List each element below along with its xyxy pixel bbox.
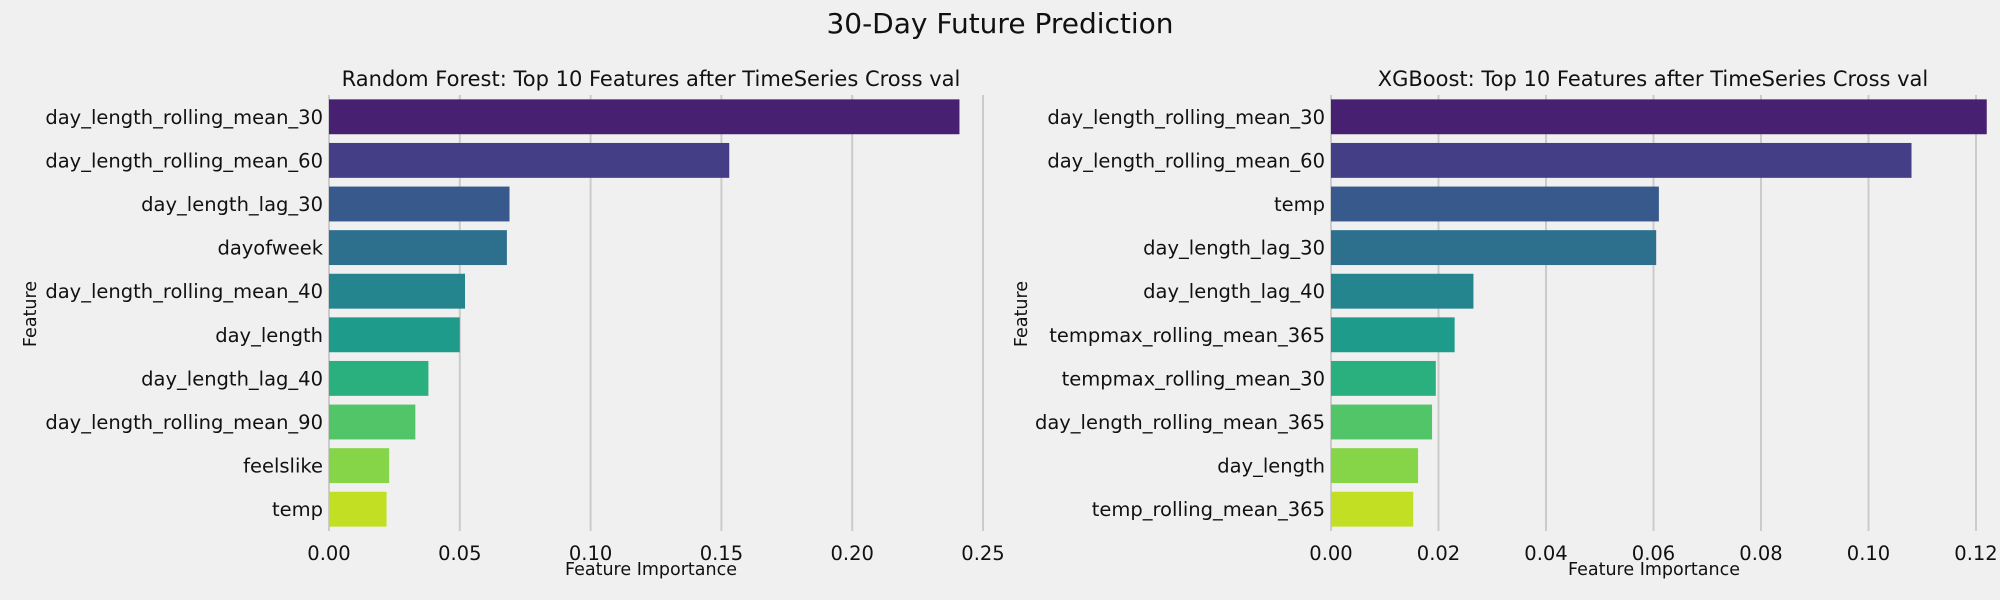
random-forest-bar [329,273,466,309]
random-forest-bar [329,317,460,353]
random-forest-feature-label: day_length_lag_30 [141,193,323,216]
random-forest-feature-labels: day_length_rolling_mean_30 day_length_rol… [45,106,323,521]
xgboost-bar [1331,186,1659,222]
xgboost-bar [1331,448,1419,484]
random-forest-bar [329,491,387,527]
xgboost-x-tick-label: 0.10 [1847,542,1890,565]
random-forest-bar [329,186,510,222]
random-forest-feature-label: temp [272,498,323,521]
xgboost-bar [1331,142,1912,178]
random-forest-bars [329,99,960,527]
xgboost-feature-label: tempmax_rolling_mean_365 [1049,324,1325,347]
xgboost-x-tick-label: 0.02 [1417,542,1460,565]
xgboost-feature-label: day_length_lag_40 [1143,280,1325,303]
xgboost-x-ticks: 0.00 0.02 0.04 0.06 0.08 0.10 0.12 [1309,542,1997,565]
random-forest-title: Random Forest: Top 10 Features after Tim… [342,67,961,91]
xgboost-bar [1331,404,1433,440]
xgboost-title: XGBoost: Top 10 Features after TimeSerie… [1378,67,1929,91]
random-forest-feature-label: feelslike [243,455,323,478]
random-forest-feature-label: day_length_rolling_mean_30 [45,106,323,129]
random-forest-feature-label: day_length_rolling_mean_40 [45,280,323,303]
random-forest-bar [329,230,507,266]
xgboost-y-axis-label: Feature [1012,281,1032,347]
xgboost-bar [1331,491,1414,527]
random-forest-x-tick-label: 0.10 [569,542,612,565]
random-forest-feature-label: day_length_rolling_mean_60 [45,149,323,172]
xgboost-feature-label: tempmax_rolling_mean_30 [1062,367,1325,390]
random-forest-feature-label: dayofweek [217,237,323,260]
xgboost-feature-label: day_length [1217,455,1325,478]
xgboost-bar [1331,230,1657,266]
xgboost-bar [1331,317,1455,353]
xgboost-feature-labels: day_length_rolling_mean_30 day_length_rol… [1035,106,1325,521]
xgboost-x-tick-label: 0.06 [1632,542,1675,565]
xgboost-feature-label: temp_rolling_mean_365 [1092,498,1325,521]
xgboost-panel: XGBoost: Top 10 Features after TimeSerie… [1012,67,1998,580]
random-forest-bar [329,360,429,396]
random-forest-x-tick-label: 0.20 [830,542,873,565]
xgboost-bars [1331,99,1987,527]
xgboost-bar [1331,273,1474,309]
xgboost-x-tick-label: 0.08 [1739,542,1782,565]
xgboost-bar [1331,360,1436,396]
random-forest-y-axis-label: Feature [21,281,41,347]
random-forest-feature-label: day_length_rolling_mean_90 [45,411,323,434]
random-forest-x-axis-label: Feature Importance [565,560,737,580]
random-forest-x-tick-label: 0.25 [961,542,1004,565]
random-forest-x-tick-label: 0.00 [307,542,350,565]
random-forest-feature-label: day_length_lag_40 [141,367,323,390]
random-forest-bar [329,99,960,135]
random-forest-x-tick-label: 0.05 [438,542,481,565]
random-forest-panel: Random Forest: Top 10 Features after Tim… [21,67,1005,580]
xgboost-feature-label: day_length_rolling_mean_365 [1035,411,1325,434]
xgboost-x-tick-label: 0.00 [1309,542,1352,565]
xgboost-feature-label: day_length_rolling_mean_30 [1047,106,1325,129]
xgboost-x-tick-label: 0.12 [1954,542,1997,565]
xgboost-x-tick-label: 0.04 [1524,542,1567,565]
random-forest-feature-label: day_length [215,324,323,347]
random-forest-x-ticks: 0.00 0.05 0.10 0.15 0.20 0.25 [307,542,1004,565]
figure-title: 30-Day Future Prediction [826,7,1173,40]
xgboost-x-axis-label: Feature Importance [1568,560,1740,580]
xgboost-bar [1331,99,1987,135]
random-forest-x-tick-label: 0.15 [700,542,743,565]
random-forest-bar [329,448,390,484]
xgboost-feature-label: day_length_lag_30 [1143,237,1325,260]
xgboost-feature-label: day_length_rolling_mean_60 [1047,149,1325,172]
random-forest-bar [329,142,730,178]
random-forest-bar [329,404,416,440]
xgboost-feature-label: temp [1274,193,1325,216]
